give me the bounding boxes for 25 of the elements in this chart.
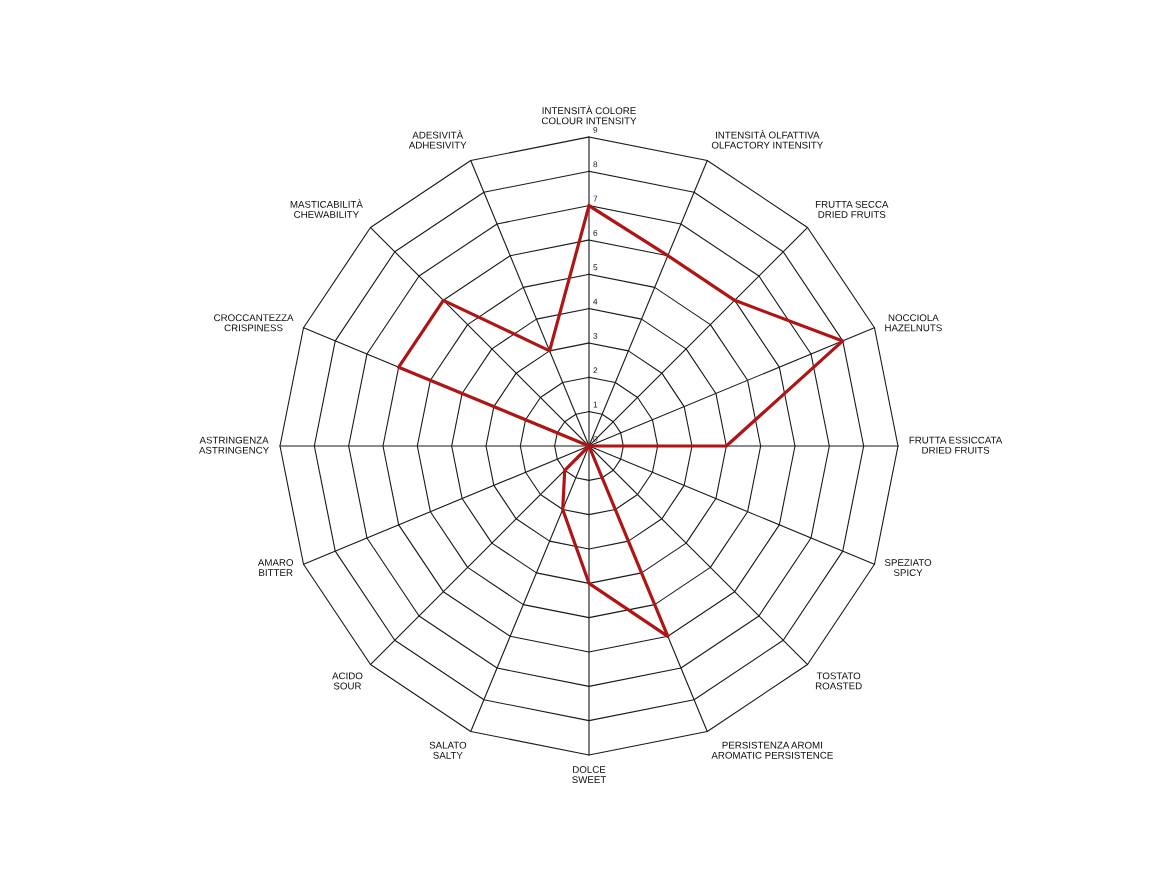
spoke-label: CROCCANTEZZA CRISPINESS <box>214 314 294 332</box>
y-tick-label: 9 <box>593 126 598 133</box>
spoke-label: SPEZIATO SPICY <box>884 559 932 577</box>
spoke-label: INTENSITÀ COLORE COLOUR INTENSITY <box>541 105 637 125</box>
spoke-label: AMARO BITTER <box>257 559 294 576</box>
spoke-label: MASTICABILITÀ CHEWABILITY <box>290 199 363 218</box>
y-tick-label: 4 <box>593 298 598 305</box>
y-tick-label: 2 <box>593 367 598 374</box>
spoke-label: NOCCIOLA HAZELNUTS <box>885 314 942 332</box>
y-tick-label: 1 <box>593 401 598 408</box>
spoke-label: FRUTTA SECCA DRIED FRUITS <box>815 200 889 218</box>
y-tick-label: 5 <box>593 264 598 271</box>
spoke-label: DOLCE SWEET <box>572 766 607 784</box>
spoke-label: ACIDO SOUR <box>332 672 363 690</box>
spoke-label: SALATO SALTY <box>429 741 467 759</box>
spoke-label: FRUTTA ESSICCATA DRIED FRUITS <box>909 436 1003 454</box>
spoke-label: PERSISTENZA AROMI AROMATIC PERSISTENCE <box>711 741 833 759</box>
spoke-label: TOSTATO ROASTED <box>815 672 862 690</box>
y-tick-label: 8 <box>593 161 598 168</box>
y-tick-label: 7 <box>593 195 598 202</box>
spoke-label: INTENSITÀ OLFATTIVA OLFACTORY INTENSITY <box>711 129 824 149</box>
y-tick-label: 3 <box>593 332 598 339</box>
spoke-label: ADESIVITÀ ADHESIVITY <box>408 129 467 149</box>
spoke-label: ASTRINGENZA ASTRINGENCY <box>198 436 269 454</box>
y-tick-label: 6 <box>593 229 598 236</box>
